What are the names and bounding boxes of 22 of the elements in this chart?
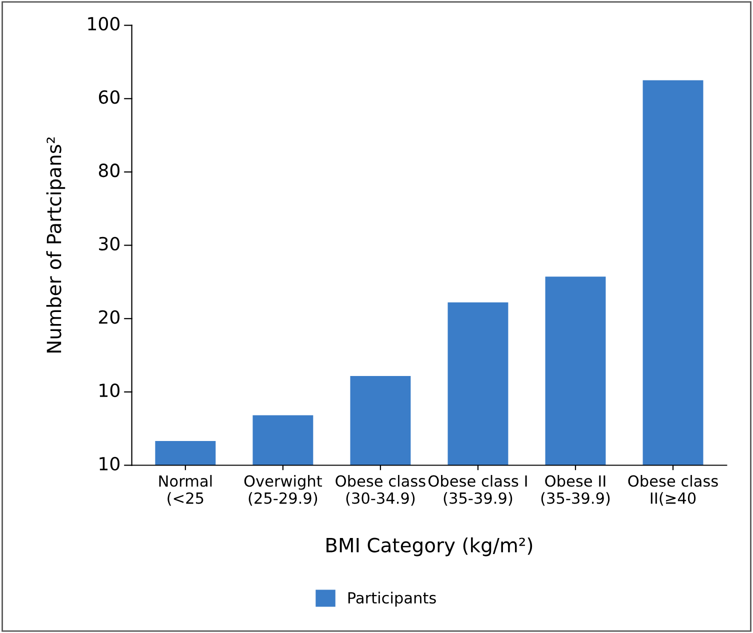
text: 30: [99, 236, 120, 251]
x-tick-label: Normal (<25: [159, 474, 212, 506]
text: 80: [98, 164, 120, 178]
bar: [252, 415, 314, 466]
text: 10: [100, 384, 120, 398]
text: 60: [98, 90, 120, 104]
bar: [448, 302, 508, 466]
legend-label: Participants: [348, 592, 436, 607]
x-tick-label: Obese class II(≥40: [628, 474, 718, 506]
bar: [155, 441, 216, 466]
text: 10: [100, 456, 120, 470]
bar: [350, 376, 411, 466]
x-tick-label: Obese class I (35-39.9): [428, 474, 527, 506]
x-tick-label: Overwight (25-29.9): [244, 474, 322, 506]
text: 20: [99, 310, 120, 324]
x-axis-title: BMI Category (kg/m²): [326, 537, 532, 556]
x-tick-label: Obese II (35-39.9): [541, 474, 610, 506]
x-tick-label: Obese class (30-34.9): [336, 474, 426, 506]
bar: [545, 276, 606, 466]
bar: [642, 80, 704, 466]
text: 100: [88, 16, 120, 31]
y-axis-title: Number of Partcipans²: [46, 137, 66, 352]
